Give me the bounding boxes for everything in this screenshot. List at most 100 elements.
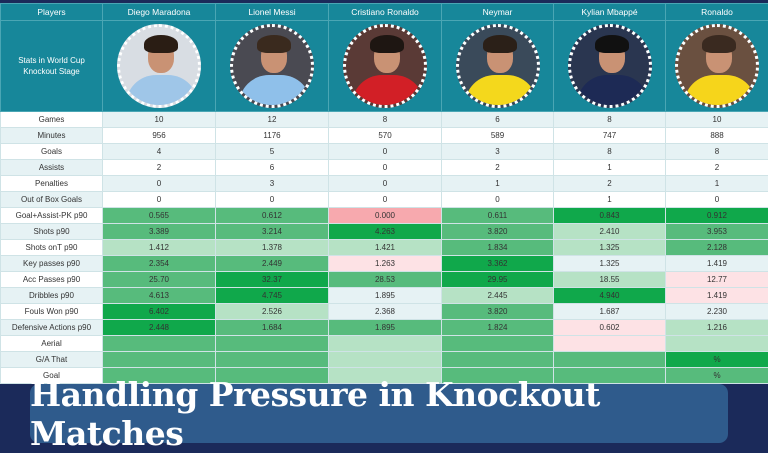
- stat-cell: 3.820: [442, 304, 554, 320]
- stat-cell: 1: [554, 160, 666, 176]
- stat-cell: 3.953: [666, 224, 768, 240]
- stat-cell: 2.449: [216, 256, 329, 272]
- stat-cell: 0: [329, 176, 442, 192]
- stat-cell: 1.684: [216, 320, 329, 336]
- stat-cell: 5: [216, 144, 329, 160]
- stat-cell: 2.445: [442, 288, 554, 304]
- stat-cell: 6: [216, 160, 329, 176]
- stat-cell: 2: [666, 160, 768, 176]
- stat-cell: 0: [442, 192, 554, 208]
- player-portrait: [675, 24, 759, 108]
- stat-cell: [442, 352, 554, 368]
- stat-cell: 3.820: [442, 224, 554, 240]
- stat-cell: [666, 336, 768, 352]
- player-portrait: [117, 24, 201, 108]
- stat-cell: 2.448: [103, 320, 216, 336]
- stat-cell: 0.912: [666, 208, 768, 224]
- stat-cell: 3.389: [103, 224, 216, 240]
- stat-cell: 8: [329, 112, 442, 128]
- stat-cell: 570: [329, 128, 442, 144]
- stat-cell: 0.000: [329, 208, 442, 224]
- stat-cell: 25.70: [103, 272, 216, 288]
- stat-cell: 2: [442, 160, 554, 176]
- stat-cell: 18.55: [554, 272, 666, 288]
- row-label: G/A That: [1, 352, 103, 368]
- stat-cell: 0: [329, 160, 442, 176]
- row-label: Penalties: [1, 176, 103, 192]
- table-row: G/A That%: [1, 352, 768, 368]
- player-header: Neymar: [442, 4, 554, 21]
- row-label: Assists: [1, 160, 103, 176]
- stat-cell: 4: [103, 144, 216, 160]
- row-label: Games: [1, 112, 103, 128]
- stat-cell: 956: [103, 128, 216, 144]
- stat-cell: 0: [329, 144, 442, 160]
- stat-cell: [216, 336, 329, 352]
- stat-cell: 1.419: [666, 256, 768, 272]
- stat-cell: 2.410: [554, 224, 666, 240]
- stat-cell: 1: [442, 176, 554, 192]
- stat-cell: 1.419: [666, 288, 768, 304]
- stat-cell: 4.613: [103, 288, 216, 304]
- row-label: Out of Box Goals: [1, 192, 103, 208]
- stat-cell: 1.325: [554, 240, 666, 256]
- portrait-cell: [216, 21, 329, 112]
- row-label: Shots onT p90: [1, 240, 103, 256]
- row-label: Goal+Assist-PK p90: [1, 208, 103, 224]
- stat-cell: 0.612: [216, 208, 329, 224]
- row-label: Defensive Actions p90: [1, 320, 103, 336]
- stat-cell: 2.128: [666, 240, 768, 256]
- row-label: Acc Passes p90: [1, 272, 103, 288]
- stat-cell: 3: [216, 176, 329, 192]
- banner-title: Handling Pressure in Knockout Matches: [30, 375, 728, 453]
- stat-cell: [554, 352, 666, 368]
- player-portrait: [456, 24, 540, 108]
- stat-cell: 28.53: [329, 272, 442, 288]
- stat-cell: 10: [103, 112, 216, 128]
- stat-cell: 1176: [216, 128, 329, 144]
- stat-cell: 1: [666, 176, 768, 192]
- stat-cell: [554, 336, 666, 352]
- stat-cell: 10: [666, 112, 768, 128]
- row-label: Minutes: [1, 128, 103, 144]
- stat-cell: 12.77: [666, 272, 768, 288]
- row-label: Shots p90: [1, 224, 103, 240]
- stat-cell: 6.402: [103, 304, 216, 320]
- stat-cell: [442, 336, 554, 352]
- stat-cell: 8: [554, 144, 666, 160]
- stat-cell: 0.565: [103, 208, 216, 224]
- stat-cell: 3.214: [216, 224, 329, 240]
- title-banner: Handling Pressure in Knockout Matches: [30, 384, 728, 443]
- portrait-cell: [666, 21, 768, 112]
- stat-cell: 1.421: [329, 240, 442, 256]
- stat-cell: 2.368: [329, 304, 442, 320]
- stat-cell: 0: [103, 192, 216, 208]
- stat-cell: 0.602: [554, 320, 666, 336]
- stat-cell: [329, 336, 442, 352]
- portrait-row: Stats in World Cup Knockout Stage: [1, 21, 768, 112]
- player-header: Ronaldo: [666, 4, 768, 21]
- stat-cell: 0: [216, 192, 329, 208]
- player-header: Diego Maradona: [103, 4, 216, 21]
- stat-cell: 4.745: [216, 288, 329, 304]
- stat-cell: [216, 352, 329, 368]
- stat-cell: 8: [554, 112, 666, 128]
- stat-cell: 2: [103, 160, 216, 176]
- stat-cell: 1.263: [329, 256, 442, 272]
- stat-cell: 2.354: [103, 256, 216, 272]
- stat-cell: [103, 352, 216, 368]
- row-label: Key passes p90: [1, 256, 103, 272]
